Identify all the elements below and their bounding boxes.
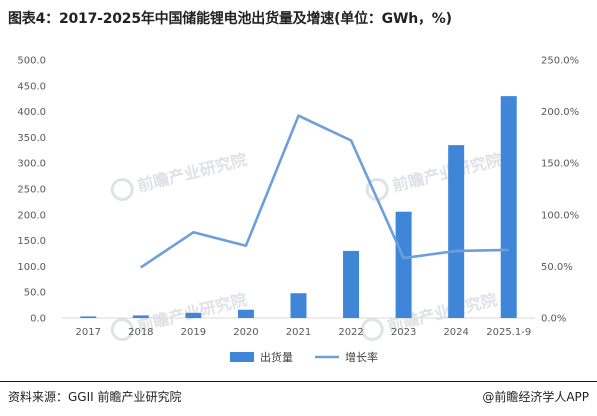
- y-left-tick-label: 150.0: [17, 236, 46, 247]
- legend-line-label: 增长率: [345, 350, 378, 364]
- y-left-tick-label: 500.0: [17, 56, 46, 67]
- bar: [448, 145, 465, 318]
- x-tick-label: 2025.1-9: [486, 327, 531, 338]
- y-left-tick-label: 50.0: [24, 288, 46, 299]
- chart-title: 图表4：2017-2025年中国储能锂电池出货量及增速(单位：GWh，%): [8, 11, 452, 27]
- y-left-tick-label: 300.0: [17, 159, 46, 170]
- x-tick-label: 2024: [443, 327, 468, 338]
- watermark-logo-icon: [110, 178, 134, 202]
- growth-rate-line: [140, 114, 509, 269]
- y-left-tick-label: 250.0: [17, 185, 46, 196]
- bar: [343, 250, 360, 318]
- watermark: 前瞻产业研究院: [365, 150, 504, 202]
- x-tick-label: 2020: [233, 327, 258, 338]
- footer-divider: [0, 381, 597, 382]
- x-tick-label: 2019: [181, 327, 206, 338]
- footer-source: 资料来源：GGII 前瞻产业研究院: [8, 390, 182, 404]
- y-right-tick-label: 150.0%: [541, 159, 579, 170]
- x-tick-label: 2017: [76, 327, 101, 338]
- bar: [500, 96, 517, 318]
- x-tick-label: 2022: [338, 327, 363, 338]
- watermark-logo-icon: [110, 318, 134, 342]
- y-right-tick-label: 250.0%: [541, 56, 579, 67]
- y-left-tick-label: 350.0: [17, 133, 46, 144]
- bar: [132, 315, 149, 318]
- footer-brand: @前瞻经济学人APP: [482, 390, 589, 404]
- x-tick-label: 2021: [286, 327, 311, 338]
- y-left-tick-label: 400.0: [17, 107, 46, 118]
- x-tick-label: 2023: [391, 327, 416, 338]
- bar: [185, 312, 202, 318]
- chart-area: 前瞻产业研究院 前瞻产业研究院 前瞻产业研究院 前瞻产业研究院 0.0 50.0 100.0…: [0, 40, 597, 375]
- x-tick-label: 2018: [128, 327, 153, 338]
- bar: [80, 316, 97, 318]
- y-left-tick-label: 100.0: [17, 262, 46, 273]
- y-right-tick-label: 50.0%: [541, 262, 573, 273]
- watermark: 前瞻产业研究院: [110, 150, 249, 202]
- y-left-tick-label: 450.0: [17, 81, 46, 92]
- watermark: 前瞻产业研究院: [360, 290, 499, 342]
- y-right-tick-label: 200.0%: [541, 107, 579, 118]
- watermark-logo-icon: [365, 178, 389, 202]
- y-left-tick-label: 200.0: [17, 210, 46, 221]
- y-right-tick-label: 100.0%: [541, 210, 579, 221]
- y-right-tick-label: 0.0%: [541, 314, 566, 325]
- legend-bar-label: 出货量: [260, 350, 293, 364]
- bar: [290, 293, 307, 318]
- watermark-logo-icon: [360, 318, 384, 342]
- y-left-tick-label: 0.0: [30, 314, 46, 325]
- legend-bar-swatch: [230, 352, 254, 362]
- bar: [237, 309, 254, 318]
- watermark-text: 前瞻产业研究院: [136, 150, 249, 196]
- watermark-text: 前瞻产业研究院: [391, 150, 504, 196]
- bar: [395, 211, 412, 318]
